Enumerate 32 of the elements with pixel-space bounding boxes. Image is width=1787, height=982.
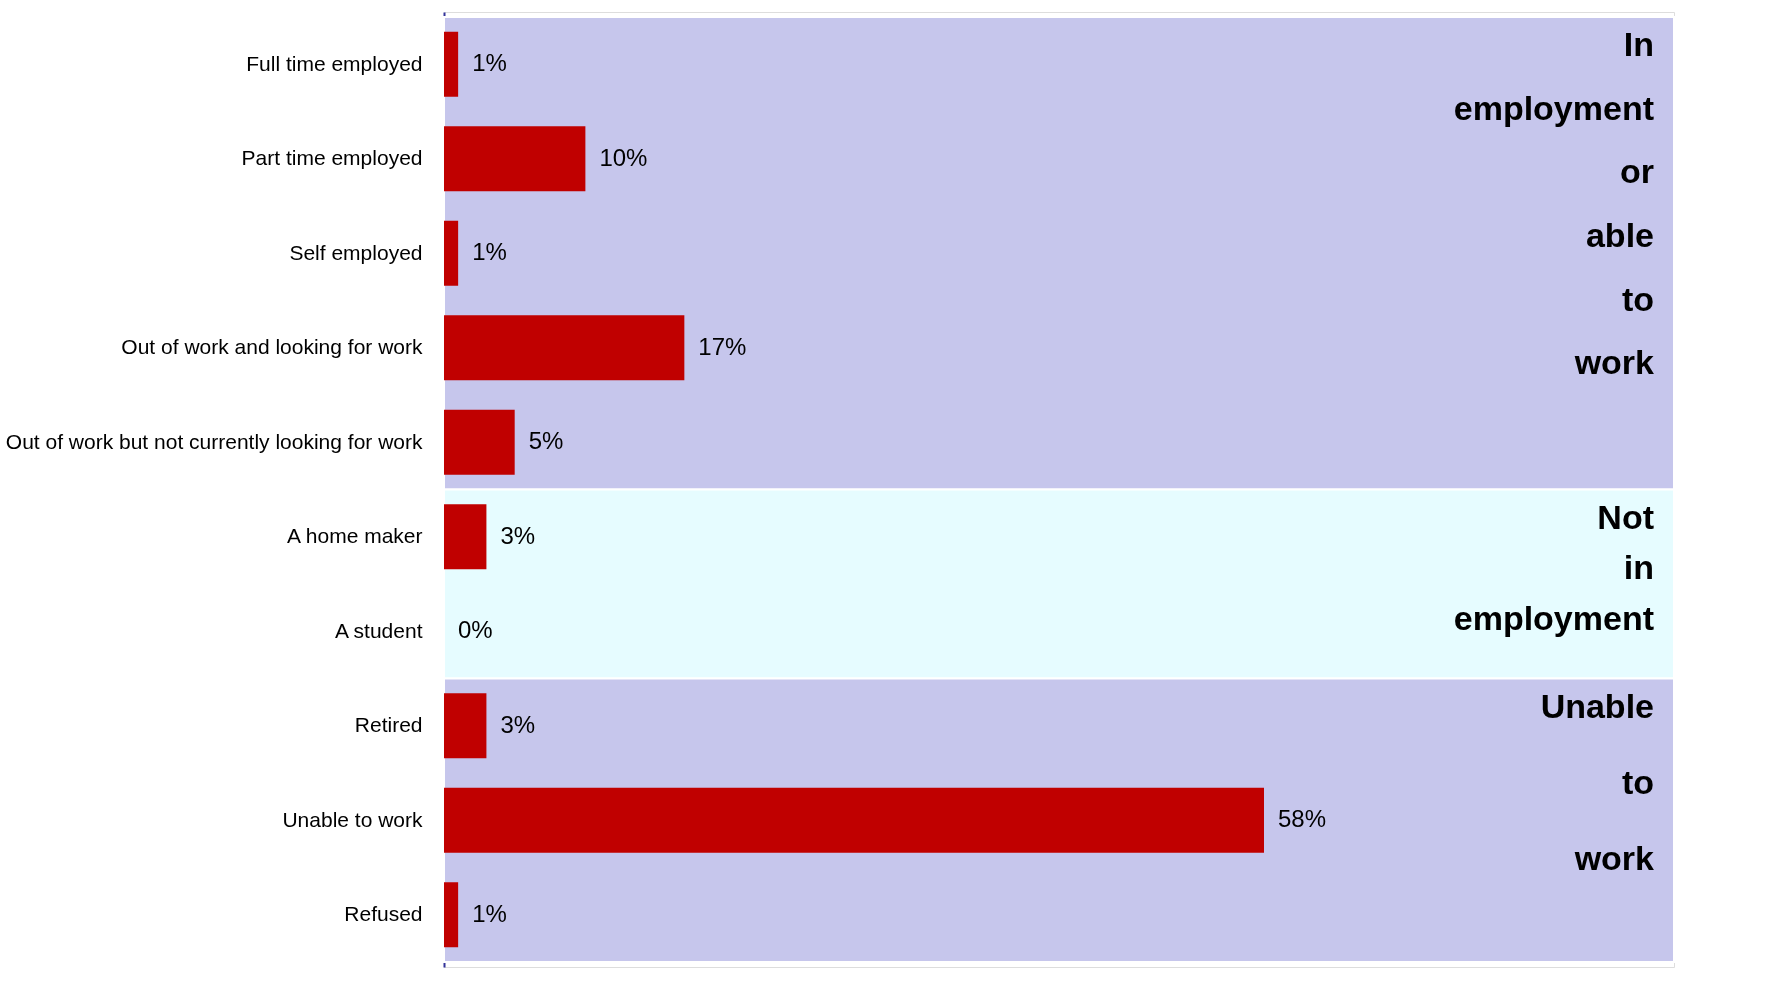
- data-label: 17%: [698, 332, 747, 360]
- y-tick-label: Unable to work: [282, 807, 423, 831]
- bar: [444, 693, 487, 759]
- band-label: In employment or able to work: [1453, 25, 1655, 382]
- y-tick-label: Part time employed: [241, 146, 423, 170]
- bar: [444, 504, 487, 570]
- y-tick-label: Retired: [354, 713, 423, 737]
- y-tick-label: A home maker: [287, 524, 423, 548]
- data-label: 58%: [1278, 805, 1327, 833]
- band-label: Unable to work: [1540, 686, 1655, 878]
- data-label: 5%: [528, 427, 564, 455]
- data-label: 3%: [500, 710, 536, 738]
- data-label: 0%: [458, 616, 493, 644]
- data-label: 1%: [472, 238, 507, 266]
- y-tick-label: Refused: [344, 902, 423, 926]
- y-tick-label: Self employed: [289, 240, 423, 264]
- data-label: 1%: [472, 899, 507, 927]
- band-label: Not in employment: [1453, 497, 1654, 638]
- y-tick-label: A student: [334, 618, 423, 642]
- bar: [444, 787, 1264, 853]
- bar: [444, 31, 459, 97]
- y-tick-label: Out of work and looking for work: [121, 335, 423, 359]
- bar: [444, 126, 586, 192]
- bar: [444, 882, 459, 948]
- data-label: 1%: [472, 49, 507, 77]
- bar: [444, 315, 685, 381]
- bar: [444, 220, 459, 286]
- y-tick-label: Full time employed: [246, 51, 423, 75]
- data-label: 3%: [500, 521, 536, 549]
- bar: [444, 409, 515, 475]
- data-label: 10%: [599, 143, 648, 171]
- y-tick-label: Out of work but not currently looking for work: [5, 429, 423, 453]
